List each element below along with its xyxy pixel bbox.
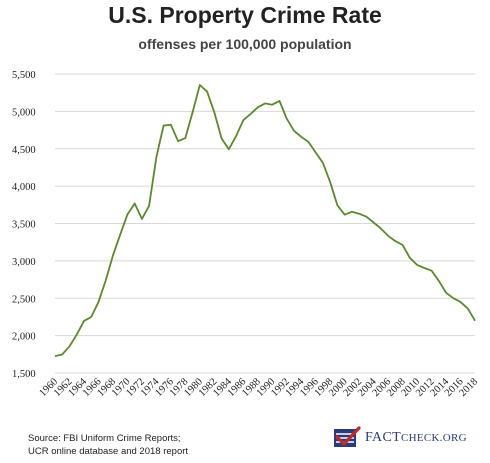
y-tick-label: 2,500: [12, 294, 36, 305]
logo-text-fact: FACT: [365, 430, 401, 445]
flag-check-icon: [334, 426, 361, 447]
line-chart: 1,500 2,000 2,500 3,000 3,500 4,000 4,500 5,000…: [12, 70, 480, 399]
source-line-1: Source: FBI Uniform Crime Reports;: [28, 433, 181, 444]
y-tick-label: 5,000: [12, 107, 36, 118]
x-axis-ticks: 1960196219641966196819701972197419761978…: [37, 376, 480, 399]
factcheck-logo: FACTCHECK.ORG: [333, 425, 467, 451]
y-tick-label: 4,500: [12, 145, 36, 156]
series-line: [54, 84, 476, 357]
source-line-2: UCR online database and 2018 report: [28, 446, 189, 457]
chart-subtitle: offenses per 100,000 population: [138, 36, 352, 52]
y-axis-ticks: 1,500 2,000 2,500 3,000 3,500 4,000 4,500 5,000…: [12, 70, 36, 380]
y-tick-label: 1,500: [12, 369, 36, 380]
y-tick-label: 3,500: [12, 220, 36, 231]
series-group: [54, 84, 476, 357]
y-tick-label: 2,000: [12, 332, 36, 343]
logo-text-check: CHECK: [400, 432, 440, 444]
y-tick-label: 3,000: [12, 257, 36, 268]
logo-text: FACTCHECK.ORG: [365, 430, 467, 446]
gridlines: [55, 73, 475, 374]
y-tick-label: 5,500: [12, 70, 36, 81]
logo-text-suffix: .ORG: [439, 432, 467, 444]
chart-title: U.S. Property Crime Rate: [108, 2, 382, 28]
y-tick-label: 4,000: [12, 182, 36, 193]
source-note: Source: FBI Uniform Crime Reports; UCR o…: [28, 432, 188, 458]
